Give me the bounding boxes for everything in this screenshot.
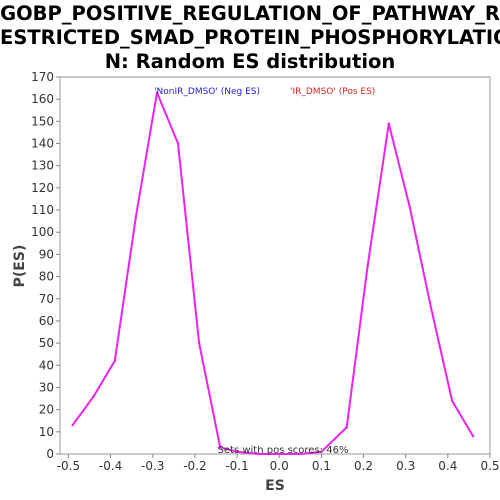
y-tick-label: 40 [39, 358, 54, 372]
y-tick-label: 150 [31, 114, 54, 128]
data-point [450, 399, 454, 402]
y-tick-label: 100 [31, 225, 54, 239]
y-tick-label: 110 [31, 203, 54, 217]
annotation-pos-scores: Sets with pos scores: 46% [218, 445, 349, 456]
data-point [176, 142, 180, 145]
series-layer [71, 91, 475, 456]
legend-item-neg: 'NonIR_DMSO' (Neg ES) [154, 87, 260, 97]
data-point [218, 446, 222, 449]
x-tick-label: 0.1 [312, 459, 331, 473]
x-tick-label: -0.3 [141, 459, 164, 473]
y-tick-label: 70 [39, 292, 54, 306]
legend: 'NonIR_DMSO' (Neg ES) 'IR_DMSO' (Pos ES) [154, 87, 375, 97]
x-axis-title: ES [265, 478, 285, 494]
y-axis-title: P(ES) [12, 245, 28, 288]
data-point [366, 264, 369, 267]
data-point [197, 341, 201, 345]
x-tick-label: -0.5 [57, 459, 80, 473]
legend-item-pos: 'IR_DMSO' (Pos ES) [290, 87, 375, 97]
data-point [155, 91, 159, 94]
data-point [278, 452, 281, 456]
chart-title-line-1: GOBP_POSITIVE_REGULATION_OF_PATHWAY_R [0, 2, 500, 25]
y-tick-label: 0 [46, 447, 54, 461]
y-tick-label: 160 [31, 92, 54, 106]
data-point [92, 395, 95, 398]
data-point [471, 435, 475, 438]
y-tick-label: 120 [31, 181, 54, 195]
plot-area [59, 76, 491, 455]
x-tick-label: -0.2 [183, 459, 206, 473]
series-line [71, 91, 474, 455]
data-point [71, 423, 74, 427]
y-tick-label: 90 [39, 247, 54, 261]
y-tick-label: 10 [39, 425, 54, 439]
x-tick-label: -0.1 [225, 459, 248, 473]
data-point [345, 426, 348, 429]
data-point [408, 206, 412, 210]
x-tick-label: -0.4 [99, 459, 122, 473]
data-point [429, 306, 433, 309]
data-point [299, 452, 302, 456]
y-tick-label: 30 [39, 380, 54, 394]
y-axis: 0 10 20 30 40 50 60 70 80 90 100 110 120 130 140 150 160… [31, 70, 60, 461]
x-tick-label: 0.3 [396, 459, 415, 473]
chart-title-line-3: N: Random ES distribution [104, 50, 396, 73]
y-tick-label: 140 [31, 137, 54, 151]
y-tick-label: 50 [39, 336, 54, 350]
data-point [320, 450, 323, 453]
data-point [134, 215, 138, 218]
data-point [256, 452, 260, 456]
x-axis: -0.5 -0.4 -0.3 -0.2 -0.1 0.0 0.1 0.2 0.3 0.4 0.5 [57, 454, 500, 473]
y-tick-label: 130 [31, 159, 54, 173]
data-point [113, 359, 117, 363]
x-tick-label: 0.0 [270, 459, 289, 473]
y-tick-label: 170 [31, 70, 54, 84]
chart-title-line-2: ESTRICTED_SMAD_PROTEIN_PHOSPHORYLATIO [0, 26, 500, 49]
data-point [387, 122, 391, 125]
x-tick-label: 0.2 [354, 459, 373, 473]
y-tick-label: 20 [39, 403, 54, 417]
data-point [235, 450, 239, 453]
x-tick-label: 0.4 [438, 459, 457, 473]
y-tick-label: 80 [39, 270, 54, 284]
x-tick-label: 0.5 [480, 459, 499, 473]
y-tick-label: 60 [39, 314, 54, 328]
chart-title: GOBP_POSITIVE_REGULATION_OF_PATHWAY_R ES… [0, 2, 500, 74]
